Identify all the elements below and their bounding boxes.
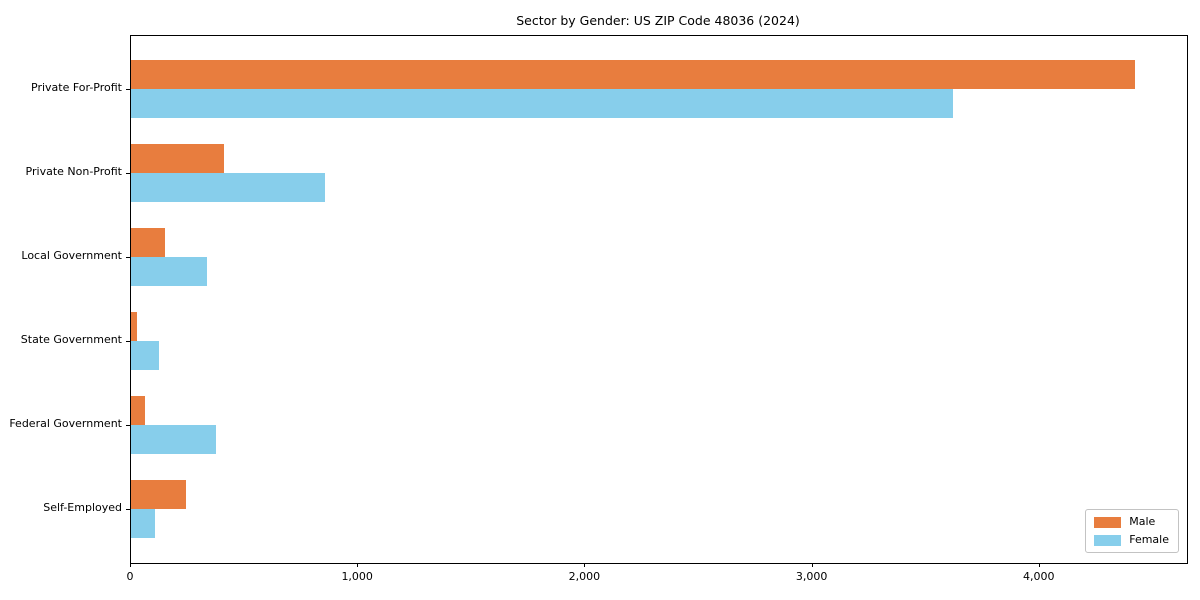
- x-tick-mark: [130, 563, 131, 567]
- x-tick-label-1000: 1,000: [341, 570, 373, 583]
- legend-label-female: Female: [1129, 533, 1169, 546]
- bar-male-self-employed: [131, 480, 186, 509]
- y-tick-label-private-for-profit: Private For-Profit: [31, 81, 122, 94]
- bar-female-federal-government: [131, 425, 216, 454]
- legend-entry-female: Female: [1094, 534, 1169, 546]
- x-tick-label-3000: 3,000: [795, 570, 828, 583]
- y-tick-mark: [126, 89, 130, 90]
- bar-male-local-government: [131, 228, 166, 257]
- y-tick-mark: [126, 341, 130, 342]
- legend-swatch-male: [1094, 516, 1122, 528]
- plot-area: Male Female: [126, 35, 1188, 564]
- y-tick-mark: [126, 425, 130, 426]
- y-tick-label-state-government: State Government: [20, 333, 122, 346]
- bar-male-state-government: [131, 312, 137, 341]
- x-tick-mark: [584, 563, 586, 567]
- x-tick-mark: [811, 563, 813, 567]
- bar-female-private-non-profit: [131, 173, 326, 202]
- x-tick-label-0: 0: [126, 570, 134, 583]
- x-tick-label-4000: 4,000: [1023, 570, 1055, 583]
- y-tick-label-federal-government: Federal Government: [9, 417, 122, 430]
- y-tick-mark: [126, 173, 130, 174]
- bar-female-state-government: [131, 341, 160, 370]
- x-tick-label-2000: 2,000: [568, 570, 601, 583]
- bar-male-federal-government: [131, 396, 146, 425]
- y-tick-mark: [126, 257, 130, 258]
- bar-female-local-government: [131, 257, 207, 286]
- legend: Male Female: [1085, 509, 1179, 553]
- legend-entry-male: Male: [1094, 516, 1169, 528]
- bar-female-self-employed: [131, 509, 156, 538]
- x-tick-mark: [357, 563, 359, 567]
- y-tick-mark: [126, 509, 130, 510]
- bar-female-private-for-profit: [131, 89, 954, 118]
- chart-title: Sector by Gender: US ZIP Code 48036 (202…: [516, 13, 800, 28]
- bar-male-private-non-profit: [131, 144, 225, 173]
- legend-label-male: Male: [1129, 515, 1156, 528]
- legend-swatch-female: [1094, 534, 1122, 546]
- y-tick-label-local-government: Local Government: [21, 249, 122, 262]
- y-tick-label-self-employed: Self-Employed: [43, 501, 122, 514]
- y-tick-label-private-non-profit: Private Non-Profit: [25, 165, 122, 178]
- bar-male-private-for-profit: [131, 60, 1136, 89]
- x-tick-mark: [1038, 563, 1040, 567]
